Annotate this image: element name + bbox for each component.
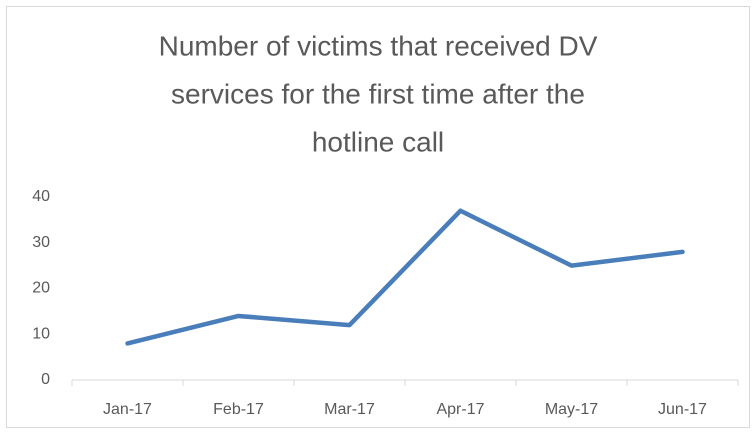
line bbox=[125, 208, 685, 346]
y-tick-label: 30 bbox=[32, 234, 50, 251]
chart-title: hotline call bbox=[312, 126, 444, 157]
x-tick-label: Mar-17 bbox=[324, 401, 375, 418]
chart-title: services for the first time after the bbox=[171, 78, 585, 109]
chart-title: Number of victims that received DV bbox=[159, 30, 598, 61]
y-tick-label: 40 bbox=[32, 188, 50, 205]
chart-border bbox=[6, 6, 750, 428]
y-tick-label: 10 bbox=[32, 325, 50, 342]
x-tick-label: Jan-17 bbox=[103, 401, 152, 418]
x-tick-label: Feb-17 bbox=[213, 401, 264, 418]
x-tick-label: Jun-17 bbox=[658, 401, 707, 418]
y-tick-label: 0 bbox=[41, 371, 50, 388]
x-tick-label: Apr-17 bbox=[436, 401, 484, 418]
y-tick-label: 20 bbox=[32, 280, 50, 297]
x-tick-label: May-17 bbox=[545, 401, 598, 418]
